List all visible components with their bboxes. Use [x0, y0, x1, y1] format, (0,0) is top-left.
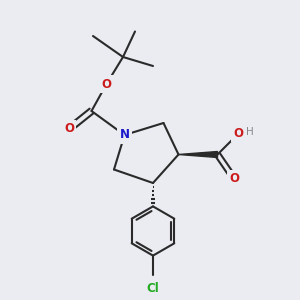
Text: O: O: [64, 122, 74, 136]
Text: H: H: [246, 127, 254, 137]
Text: O: O: [101, 77, 112, 91]
Polygon shape: [178, 152, 218, 158]
Text: N: N: [119, 128, 130, 142]
Text: O: O: [229, 172, 239, 185]
Text: O: O: [233, 127, 244, 140]
Text: Cl: Cl: [147, 282, 159, 295]
